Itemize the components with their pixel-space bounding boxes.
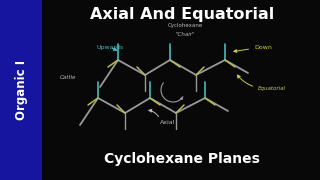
Text: Cattle: Cattle <box>60 75 76 80</box>
Text: Down: Down <box>234 44 272 52</box>
Text: "Chair": "Chair" <box>175 32 195 37</box>
Text: Equatorial: Equatorial <box>237 75 286 91</box>
Text: Cyclohexane: Cyclohexane <box>167 23 203 28</box>
Text: Cyclohexane Planes: Cyclohexane Planes <box>104 152 260 166</box>
Bar <box>0 0 42 180</box>
Text: Organic I: Organic I <box>14 60 28 120</box>
Text: Upwards: Upwards <box>96 44 124 50</box>
Text: Axial: Axial <box>160 120 176 125</box>
Text: Axial And Equatorial: Axial And Equatorial <box>90 7 274 22</box>
